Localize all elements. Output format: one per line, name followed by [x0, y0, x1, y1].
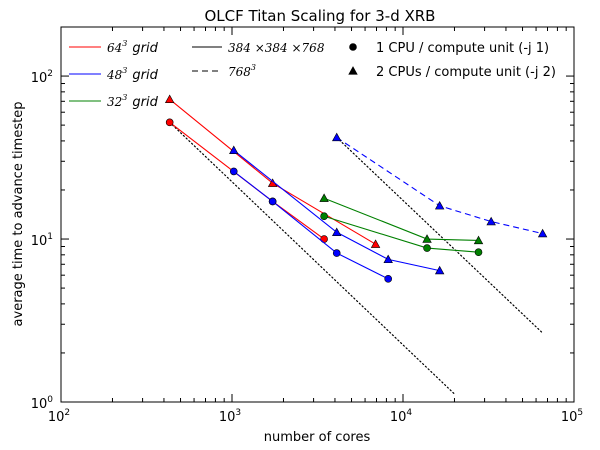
- y-tick-label-base: 10: [31, 397, 48, 412]
- x-tick-label-base: 10: [219, 410, 236, 425]
- data-point: [320, 212, 328, 221]
- legend-label-suffix: grid: [132, 95, 158, 110]
- x-tick-label-exponent: 4: [406, 408, 412, 418]
- data-point: [268, 197, 277, 206]
- legend-label-exponent: 3: [251, 63, 256, 72]
- data-point: [370, 239, 381, 248]
- data-point: [332, 249, 341, 257]
- y-tick-label-exponent: 2: [47, 69, 53, 79]
- x-tick-label: 105: [561, 408, 583, 425]
- y-axis-title: average time to advance timestep: [11, 102, 26, 327]
- data-point: [473, 235, 484, 245]
- legend-label-suffix: grid: [132, 68, 158, 83]
- legend-label: 1 CPU / compute unit (-j 1): [376, 41, 549, 56]
- x-tick-label: 103: [219, 408, 241, 425]
- legend-marker: [348, 66, 358, 75]
- data-point: [384, 275, 392, 283]
- y-tick-label-exponent: 0: [47, 395, 53, 405]
- axis-ticks: [60, 26, 575, 403]
- data-point: [319, 193, 329, 202]
- plot-area-frame: [60, 26, 575, 403]
- legend-label: 483 grid: [106, 66, 159, 83]
- y-tick-label: 100: [31, 395, 54, 412]
- series-line: [233, 149, 440, 272]
- data-point: [434, 200, 445, 210]
- legend-label-base: 48: [106, 68, 123, 82]
- ideal-scaling-line: [336, 136, 544, 334]
- x-tick-label-exponent: 2: [64, 408, 70, 418]
- data-point: [165, 118, 174, 127]
- legend-label-exponent: 3: [122, 93, 127, 102]
- data-point: [332, 227, 342, 236]
- y-tick-label-base: 10: [31, 234, 48, 249]
- data-point: [229, 145, 239, 155]
- legend-label-exponent: 3: [122, 39, 127, 48]
- data-point: [164, 94, 175, 103]
- legend-label: 7683: [228, 63, 256, 79]
- reference-lines: [169, 121, 544, 395]
- x-tick-label-exponent: 3: [235, 408, 241, 418]
- series-line: [233, 170, 389, 280]
- series-line: [336, 136, 543, 235]
- data-point: [422, 234, 432, 243]
- legend-label: 643 grid: [107, 39, 159, 56]
- data-point: [332, 132, 342, 142]
- y-tick-label: 102: [31, 69, 53, 86]
- x-axis-title: number of cores: [264, 430, 371, 445]
- y-tick-label-exponent: 1: [47, 232, 53, 242]
- data-point: [537, 228, 548, 238]
- y-tick-label: 101: [31, 232, 53, 249]
- x-tick-label-exponent: 5: [577, 408, 583, 418]
- x-tick-labels: 102 103 104 105: [48, 408, 583, 425]
- legend-label: 384 ×384 ×768: [228, 41, 325, 55]
- data-point: [486, 216, 496, 226]
- legend-label: 323 grid: [107, 93, 159, 110]
- data-point: [434, 265, 445, 275]
- x-tick-label-base: 10: [48, 410, 65, 425]
- legend-marker: [349, 43, 357, 51]
- legend-label-suffix: grid: [132, 41, 158, 56]
- legend-label-exponent: 3: [122, 66, 127, 75]
- legend-label-base: 768: [228, 65, 251, 79]
- y-tick-label-base: 10: [31, 71, 48, 86]
- x-tick-label-base: 10: [561, 410, 578, 425]
- data-point: [423, 244, 431, 252]
- ideal-scaling-line: [169, 121, 456, 395]
- legend-label-base: 64: [107, 41, 122, 55]
- data-series: [164, 94, 548, 283]
- data-point: [474, 248, 483, 257]
- legend-label: 2 CPUs / compute unit (-j 2): [376, 65, 556, 80]
- x-tick-label-base: 10: [390, 410, 407, 425]
- chart-title: OLCF Titan Scaling for 3-d XRB: [205, 7, 436, 25]
- x-tick-label: 104: [390, 408, 413, 425]
- data-point: [229, 167, 238, 176]
- x-tick-label: 102: [48, 408, 70, 425]
- legend-label-base: 32: [107, 95, 122, 109]
- data-point: [383, 254, 393, 264]
